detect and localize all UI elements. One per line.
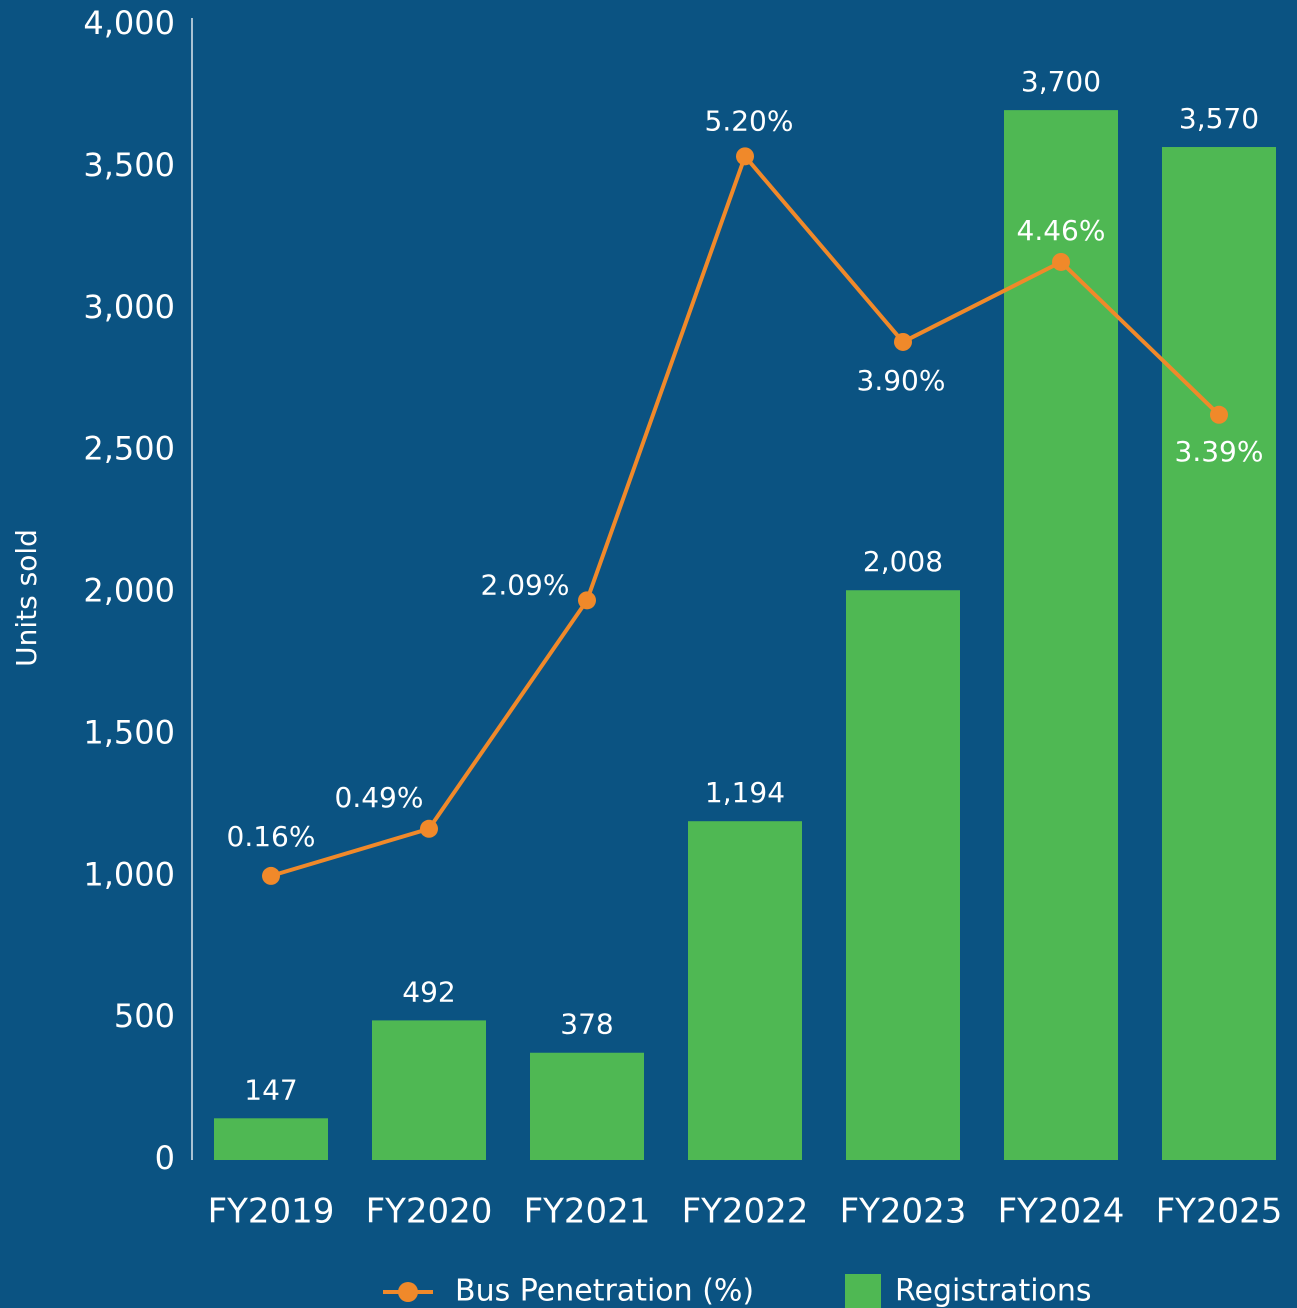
x-tick-label: FY2022 xyxy=(682,1192,809,1232)
bar xyxy=(372,1020,486,1160)
bar xyxy=(1162,147,1276,1160)
bar-value-label: 378 xyxy=(560,1008,613,1041)
bar-value-label: 2,008 xyxy=(863,545,943,578)
bar-value-label: 1,194 xyxy=(705,776,785,809)
x-tick-label: FY2024 xyxy=(998,1192,1125,1232)
line-value-label: 0.49% xyxy=(335,781,424,814)
bar-value-label: 147 xyxy=(244,1073,297,1106)
line-point xyxy=(1210,405,1228,424)
x-tick-label: FY2023 xyxy=(840,1192,967,1232)
y-tick-label: 4,000 xyxy=(83,4,175,42)
y-tick-label: 0 xyxy=(155,1139,175,1177)
legend-label: Bus Penetration (%) xyxy=(455,1274,754,1308)
y-tick-label: 3,000 xyxy=(83,288,175,326)
y-tick-label: 3,500 xyxy=(83,146,175,184)
x-tick-label: FY2020 xyxy=(366,1192,493,1232)
bar xyxy=(214,1118,328,1160)
bar-value-label: 492 xyxy=(402,975,455,1008)
line-point xyxy=(1052,252,1070,271)
line-point xyxy=(894,332,912,351)
bar xyxy=(1004,110,1118,1160)
legend-marker xyxy=(398,1282,418,1302)
y-tick-label: 2,500 xyxy=(83,430,175,468)
y-tick-label: 2,000 xyxy=(83,572,175,610)
bar-value-label: 3,700 xyxy=(1021,65,1101,98)
line-point xyxy=(736,147,754,166)
bar xyxy=(530,1052,644,1160)
line-value-label: 2.09% xyxy=(481,568,570,601)
line-point xyxy=(420,819,438,838)
line-value-label: 3.90% xyxy=(857,364,946,397)
legend-swatch xyxy=(845,1274,881,1308)
legend-label: Registrations xyxy=(895,1274,1092,1308)
y-axis-label: Units sold xyxy=(10,529,43,667)
y-tick-label: 1,000 xyxy=(83,855,175,893)
x-tick-label: FY2025 xyxy=(1156,1192,1283,1232)
bar xyxy=(846,590,960,1160)
bar xyxy=(688,821,802,1160)
line-value-label: 3.39% xyxy=(1175,435,1264,468)
y-tick-label: 500 xyxy=(114,997,175,1035)
bar-value-label: 3,570 xyxy=(1179,102,1259,135)
x-tick-label: FY2021 xyxy=(524,1192,651,1232)
line-point xyxy=(578,591,596,610)
line-value-label: 5.20% xyxy=(705,104,794,137)
line-point xyxy=(262,866,280,885)
y-tick-label: 1,500 xyxy=(83,713,175,751)
line-value-label: 0.16% xyxy=(227,820,316,853)
line-value-label: 4.46% xyxy=(1017,214,1106,247)
x-tick-label: FY2019 xyxy=(208,1192,335,1232)
